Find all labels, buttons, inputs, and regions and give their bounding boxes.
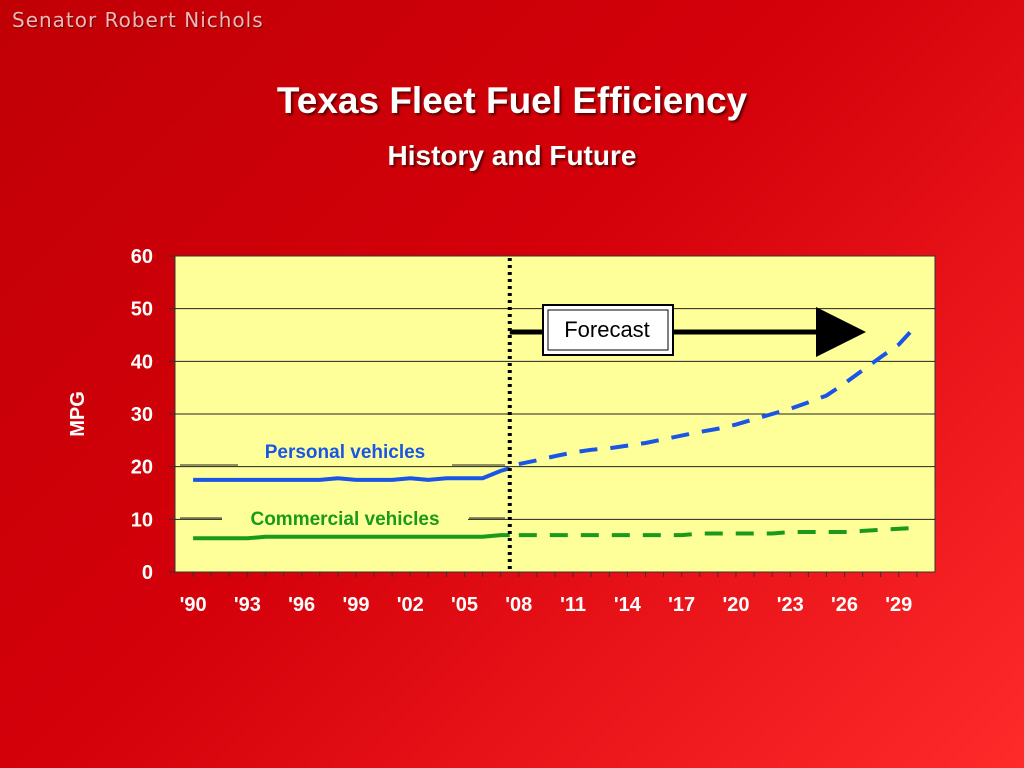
x-tick-label: '05 xyxy=(451,594,478,616)
x-tick-label: '11 xyxy=(560,594,586,616)
presenter-name: Senator Robert Nichols xyxy=(12,8,264,32)
x-tick-label: '93 xyxy=(234,594,261,616)
x-tick-label: '08 xyxy=(505,594,532,616)
x-tick-label: '20 xyxy=(722,594,749,616)
forecast-label: Forecast xyxy=(564,317,650,342)
chart-subtitle: History and Future xyxy=(387,140,637,171)
y-tick-label: 40 xyxy=(131,351,153,373)
x-tick-label: '23 xyxy=(777,594,804,616)
x-tick-label: '02 xyxy=(397,594,424,616)
x-tick-label: '26 xyxy=(831,594,858,616)
y-tick-label: 50 xyxy=(131,299,153,321)
y-tick-label: 30 xyxy=(131,404,153,426)
y-tick-label: 0 xyxy=(142,562,153,584)
label-background xyxy=(222,504,468,530)
annotations: Forecast Personal vehicles Commercial vehi… xyxy=(180,258,866,572)
commercial-vehicles-forecast-line xyxy=(518,525,918,538)
x-tick-label: '17 xyxy=(668,594,695,616)
forecast-box-inner xyxy=(547,309,669,351)
label-background xyxy=(222,437,468,463)
series-label: Personal vehicles xyxy=(265,442,426,463)
x-tick-label: '99 xyxy=(342,594,369,616)
x-tick-label: '14 xyxy=(614,594,642,616)
personal-vehicles-forecast-line xyxy=(518,323,919,466)
axes: 0 10 20 30 40 50 60 '90 '93 '96 '99 '02 '05 '08 '11 '14… xyxy=(131,246,918,616)
x-tick-label: '90 xyxy=(180,594,207,616)
x-tick-label: '29 xyxy=(885,594,912,616)
y-tick-label: 10 xyxy=(131,509,153,531)
series-lines xyxy=(193,323,919,541)
commercial-vehicles-history-line xyxy=(193,533,510,541)
y-tick-label: 60 xyxy=(131,246,153,268)
personal-vehicles-history-line xyxy=(193,466,511,482)
y-tick-label: 20 xyxy=(131,457,153,479)
chart-title: Texas Fleet Fuel Efficiency xyxy=(276,80,748,121)
series-label: Commercial vehicles xyxy=(250,509,439,530)
x-tick-label: '96 xyxy=(288,594,315,616)
y-axis-label: MPG xyxy=(67,391,89,437)
